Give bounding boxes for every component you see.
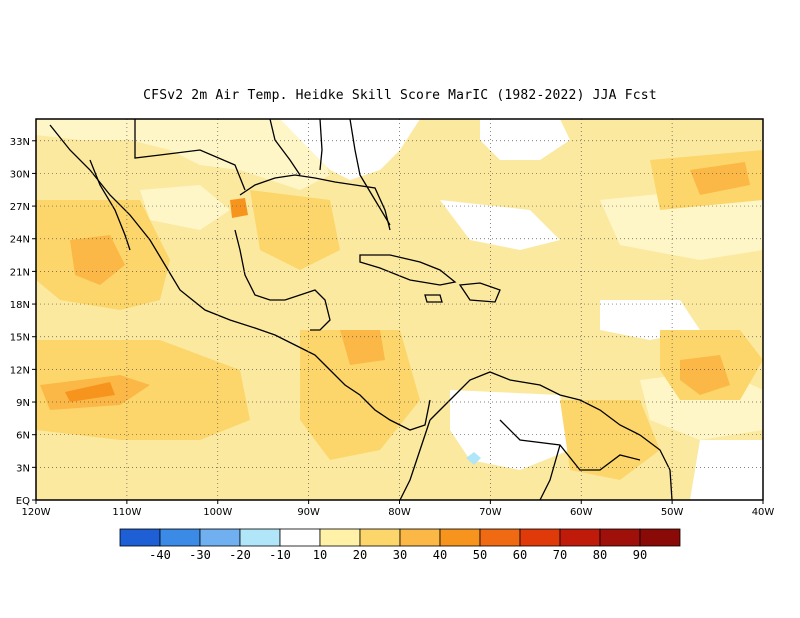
- colorbar-label: -30: [189, 548, 211, 562]
- lon-tick-label: 120W: [22, 507, 51, 518]
- colorbar-swatch: [359, 528, 401, 547]
- jamaica: [424, 294, 443, 303]
- colorbar-swatch: [119, 528, 161, 547]
- cuba: [359, 254, 457, 286]
- region-40-pacific-n: [70, 235, 125, 285]
- colorbar-swatch: [559, 528, 601, 547]
- colorbar-label: -20: [229, 548, 251, 562]
- colorbar-swatch: [439, 528, 481, 547]
- colorbar-swatch: [519, 528, 561, 547]
- axis-ticks: [32, 140, 764, 504]
- colorbar-swatch: [319, 528, 361, 547]
- gulf-north-coast: [239, 174, 391, 231]
- region-40-atl-n: [690, 162, 750, 195]
- colorbar-label: 40: [433, 548, 447, 562]
- lat-tick-label: 3N: [16, 463, 30, 474]
- lat-tick-label: 18N: [10, 300, 30, 311]
- colorbar-swatch: [159, 528, 201, 547]
- colorbar: [119, 528, 681, 547]
- colorbar-label: 50: [473, 548, 487, 562]
- gulf-west-coast: [234, 229, 331, 331]
- colorbar-swatch: [599, 528, 641, 547]
- coastlines: [49, 119, 673, 500]
- colorbar-label: -10: [269, 548, 291, 562]
- map-title: CFSv2 2m Air Temp. Heidke Skill Score Ma…: [143, 88, 657, 103]
- colorbar-label: 90: [633, 548, 647, 562]
- lon-tick-label: 50W: [661, 507, 684, 518]
- lon-tick-label: 100W: [203, 507, 232, 518]
- lat-tick-label: 30N: [10, 169, 30, 180]
- lon-tick-label: 70W: [479, 507, 502, 518]
- lon-tick-labels: 120W 110W 100W 90W 80W 70W 60W 50W 40W: [22, 507, 775, 518]
- lon-tick-label: 60W: [570, 507, 593, 518]
- lon-tick-label: 40W: [752, 507, 775, 518]
- region-white-se: [690, 440, 763, 500]
- region-50-pacific: [65, 382, 115, 402]
- region-light-north: [36, 119, 330, 190]
- us-borders: [269, 119, 391, 226]
- lat-tick-label: 27N: [10, 202, 30, 213]
- lat-tick-label: 33N: [10, 137, 30, 148]
- lon-tick-label: 90W: [297, 507, 320, 518]
- region-40-atl-e: [680, 355, 730, 395]
- sa-borders: [499, 419, 641, 500]
- region-30-gulf: [250, 190, 340, 270]
- lat-tick-label: 9N: [16, 398, 30, 409]
- colorbar-label: 70: [553, 548, 567, 562]
- hispaniola: [458, 282, 501, 303]
- colorbar-swatch: [199, 528, 241, 547]
- lat-tick-labels: EQ 3N 6N 9N 12N 15N 18N 21N 24N 27N 30N 33N: [10, 137, 30, 507]
- lat-tick-label: 6N: [16, 431, 30, 442]
- colorbar-label: 80: [593, 548, 607, 562]
- region-white-atlantic-n: [480, 119, 570, 160]
- colorbar-label: 30: [393, 548, 407, 562]
- lat-tick-label: 15N: [10, 333, 30, 344]
- pacific-coast: [49, 124, 431, 431]
- region-30-pacific-s: [36, 340, 250, 440]
- lat-tick-label: 12N: [10, 365, 30, 376]
- us-mexico-border: [134, 119, 246, 191]
- lon-tick-label: 80W: [388, 507, 411, 518]
- region-light-mexico: [140, 185, 230, 230]
- colorbar-swatch: [399, 528, 441, 547]
- region-light-atl-ne: [600, 190, 763, 260]
- region-white-us: [280, 119, 420, 180]
- colorbar-swatch: [639, 528, 681, 547]
- region-30-guianas: [560, 400, 660, 480]
- colorbar-label: 10: [313, 548, 327, 562]
- colorbar-swatch: [279, 528, 321, 547]
- lat-tick-label: 24N: [10, 235, 30, 246]
- lat-tick-label: EQ: [16, 496, 30, 507]
- region-white-atlantic-c: [440, 200, 560, 250]
- lon-tick-label: 110W: [112, 507, 141, 518]
- sa-north-coast: [429, 371, 673, 500]
- lat-tick-label: 21N: [10, 267, 30, 278]
- colorbar-swatch: [479, 528, 521, 547]
- colorbar-swatch: [239, 528, 281, 547]
- colorbar-label: 60: [513, 548, 527, 562]
- colorbar-label: -40: [149, 548, 171, 562]
- region-neg-colombia: [466, 452, 481, 465]
- colorbar-label: 20: [353, 548, 367, 562]
- colorbar-labels: -40 -30 -20 -10 10 20 30 40 50 60 70 80 90: [149, 548, 647, 562]
- region-40-central: [340, 330, 385, 365]
- region-50-texas: [230, 198, 248, 218]
